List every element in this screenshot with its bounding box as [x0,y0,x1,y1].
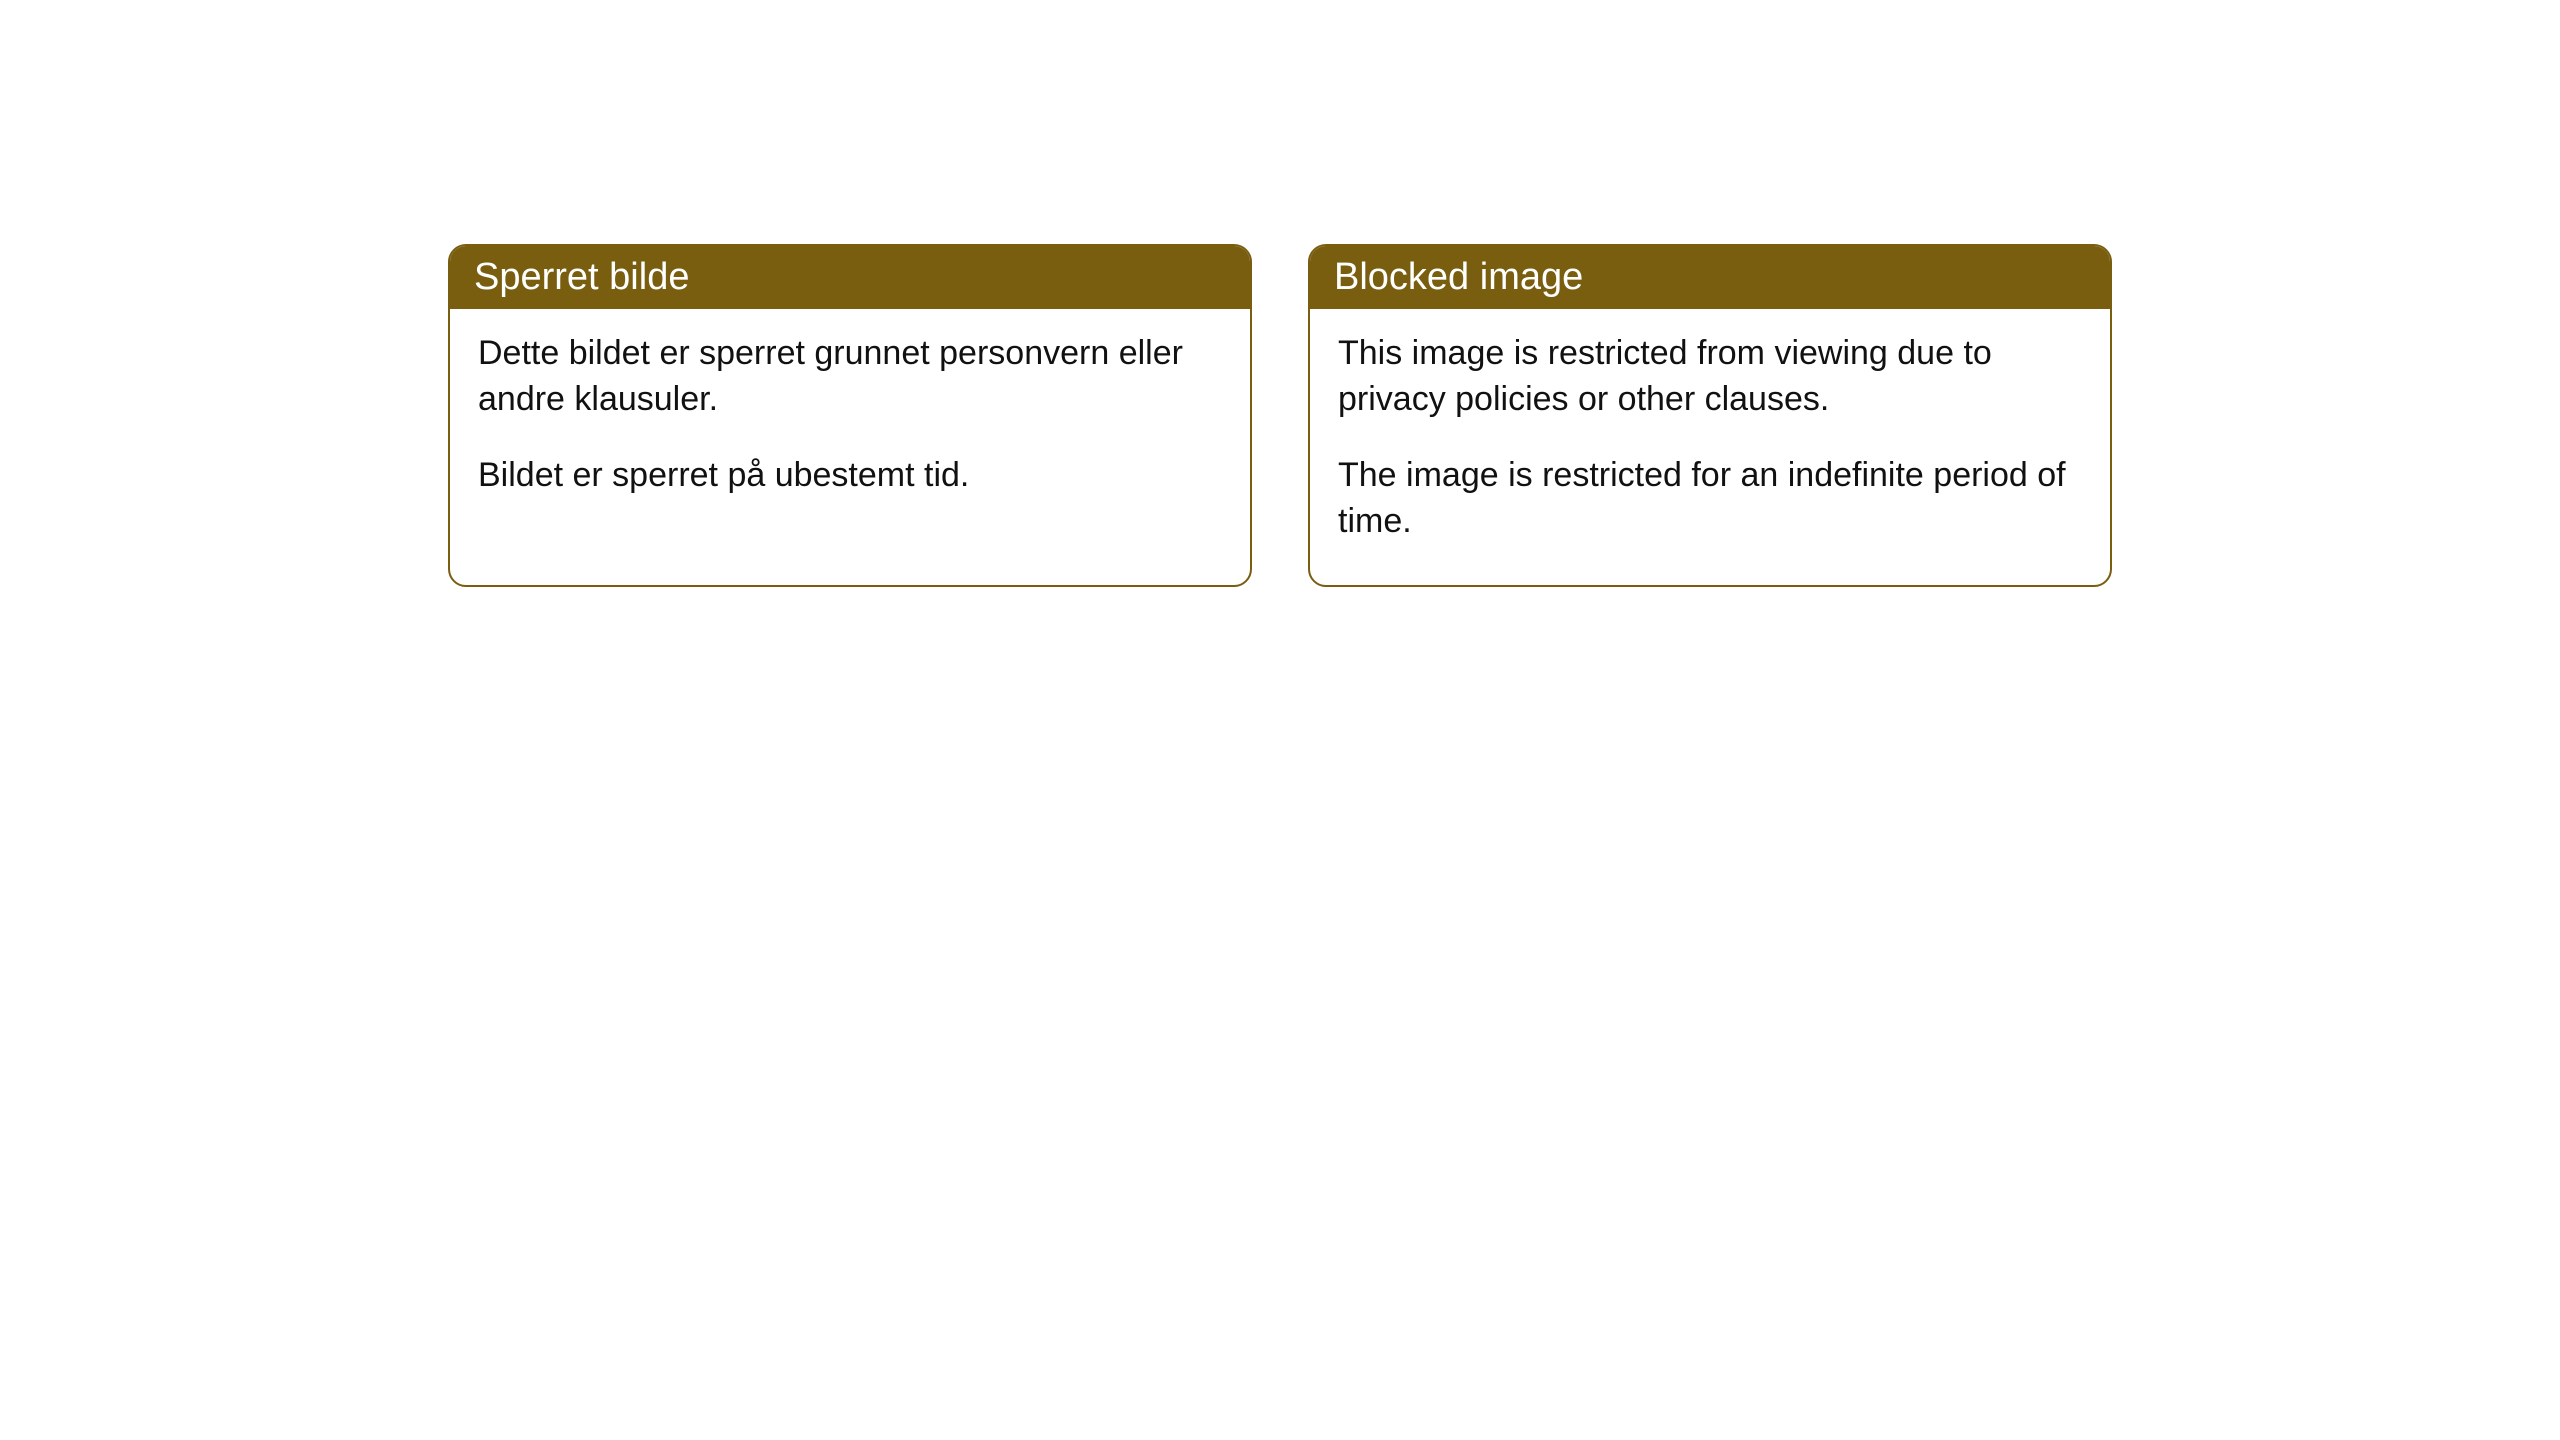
card-para-english-1: This image is restricted from viewing du… [1338,331,2082,423]
card-english: Blocked image This image is restricted f… [1308,244,2112,587]
card-body-english: This image is restricted from viewing du… [1310,309,2110,585]
card-para-norwegian-1: Dette bildet er sperret grunnet personve… [478,331,1222,423]
card-header-english: Blocked image [1310,246,2110,309]
card-body-norwegian: Dette bildet er sperret grunnet personve… [450,309,1250,539]
card-para-norwegian-2: Bildet er sperret på ubestemt tid. [478,453,1222,499]
card-header-norwegian: Sperret bilde [450,246,1250,309]
cards-container: Sperret bilde Dette bildet er sperret gr… [448,244,2112,587]
card-norwegian: Sperret bilde Dette bildet er sperret gr… [448,244,1252,587]
card-para-english-2: The image is restricted for an indefinit… [1338,453,2082,545]
